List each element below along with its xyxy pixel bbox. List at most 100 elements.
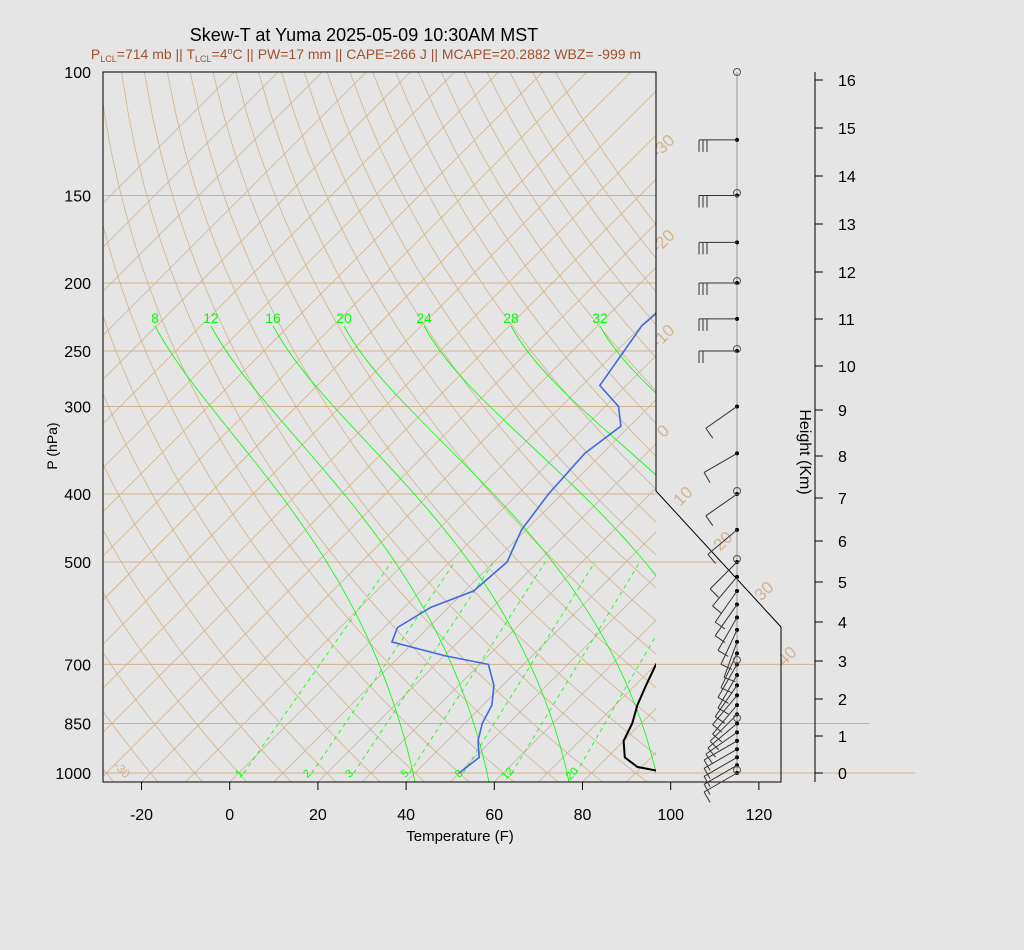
isotherm-line [103,72,235,204]
moist-adiabat [599,325,656,394]
wind-barb-flag [705,753,714,765]
isotherm-line [103,90,656,645]
dry-adiabat [258,72,656,655]
wind-barb-flag [720,663,733,670]
wind-barb-flag [720,687,733,694]
chart-title: Skew-T at Yuma 2025-05-09 10:30AM MST [190,25,539,45]
y-axis-label: P (hPa) [44,422,60,469]
moist-adiabat [423,325,656,577]
wind-barb [714,685,738,717]
wind-barb [717,674,738,709]
height-tick-label: 12 [838,265,856,282]
moist-adiabat [272,325,570,782]
pressure-tick-label: 150 [64,188,91,205]
dry-adiabat [326,72,656,556]
x-tick-label: -20 [130,807,153,824]
dry-adiabat [463,72,656,359]
isotherm-line [103,72,588,557]
dry-adiabat [103,99,515,782]
height-tick-label: 11 [838,312,855,329]
pressure-tick-label: 1000 [55,766,91,783]
x-tick-label: 120 [746,807,773,824]
wind-barb [703,764,738,785]
wind-barb [712,695,738,725]
x-tick-label: 0 [225,807,234,824]
mixing-ratio-line [243,561,392,774]
pressure-tick-label: 100 [64,65,91,82]
dry-adiabat-lines [103,72,656,782]
isotherm-line [273,399,656,782]
theta-e-label: 8 [151,310,159,326]
x-tick-label: 40 [397,807,415,824]
wind-barb-flag [703,768,711,779]
x-tick-label: 20 [309,807,327,824]
mixing-ratio-lines [243,561,656,774]
wind-barb-flag [709,588,719,598]
wind-barb [707,529,738,555]
wind-barb-flag [717,707,729,715]
dry-adiabat [103,392,381,782]
wind-barb-flag [709,740,719,751]
temperature-axis: -20 0 20 40 60 80 100 120 [103,781,781,824]
moist-adiabat [210,325,490,782]
mixing-ratio-line [409,561,546,774]
wind-barb-flag [712,733,723,743]
wind-barb [714,604,738,636]
x-tick-label: 80 [574,807,592,824]
dry-adiabat [103,224,470,782]
wind-barb [720,629,738,665]
wind-barb-flag [705,515,714,526]
wind-level-marker [733,656,741,664]
temperature-trace [622,662,656,772]
wind-barb-flag [717,696,729,704]
sounding-traces [390,312,656,774]
height-tick-label: 0 [838,766,847,783]
wind-barb [714,590,738,623]
chart-subtitle: PLCL=714 mb || TLCL=4oC || PW=17 mm || C… [91,46,641,64]
isotherm-line [405,531,656,782]
theta-e-label: 32 [592,310,608,326]
dry-adiabat [212,72,656,722]
height-axis-label: Height (Km) [796,409,813,494]
isotherm-lines [103,72,656,782]
subtitle-rest: PW=17 mm || CAPE=266 J || MCAPE=20.2882 … [258,46,641,62]
pressure-tick-label: 250 [64,344,91,361]
pressure-axis: 100 150 200 250 300 400 500 700 850 1000 [55,65,104,783]
wind-level-marker [733,555,741,563]
pressure-tick-label: 500 [64,555,91,572]
wind-barb-flag [703,784,711,795]
dry-adiabat [303,72,656,589]
isotherm-line [449,575,656,782]
dry-adiabat [440,72,656,392]
isotherm-line [103,72,632,601]
dewpoint-trace [390,312,656,774]
dry-adiabat [395,72,656,457]
mixing-ratio-line [311,561,456,774]
pressure-tick-label: 400 [64,487,91,504]
pressure-tick-label: 300 [64,399,91,416]
dry-adiabat [349,72,656,523]
dry-adiabat [235,72,656,688]
height-tick-label: 1 [838,729,847,746]
wind-barb [712,576,738,607]
isotherm-line [494,619,656,782]
isotherm-line [103,72,455,425]
wind-barb [703,452,738,473]
theta-e-label: 28 [503,310,519,326]
dry-adiabat [144,72,603,782]
height-tick-label: 9 [838,403,847,420]
height-tick-label: 6 [838,534,847,551]
height-tick-label: 14 [838,169,856,186]
wind-barb-flag [703,791,711,803]
wind-barb-flag [717,649,729,657]
wind-barb-flag [714,621,726,630]
theta-e-label: 24 [416,310,432,326]
wind-barb-flag [714,716,726,724]
wind-barb [717,664,738,698]
height-tick-label: 7 [838,491,847,508]
wind-barb-profile [698,68,741,803]
theta-e-labels: 8 12 16 20 24 28 32 [151,310,608,326]
